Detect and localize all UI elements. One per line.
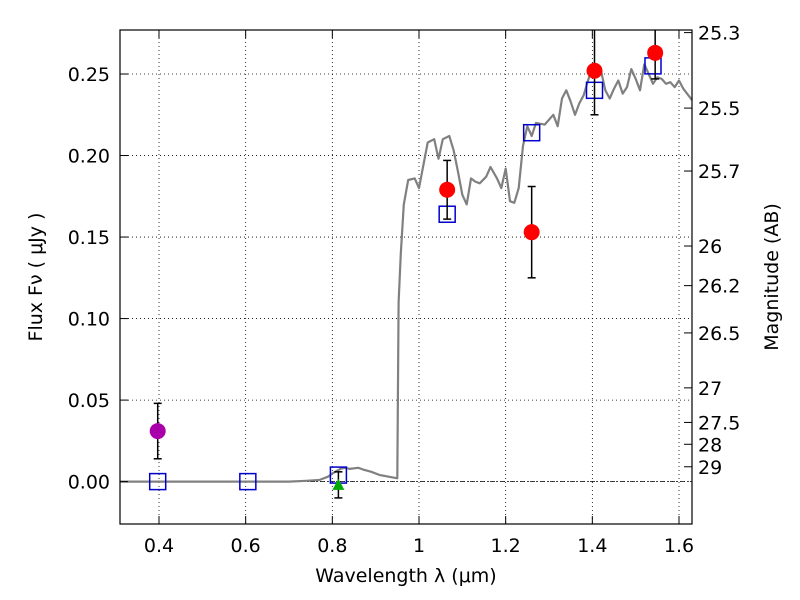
magnitude-tick-label: 26.5: [698, 323, 740, 345]
y-axis-ticks: 0.00 0.05 0.10 0.15 0.20 0.25: [68, 64, 128, 494]
x-axis-ticks: 0.4 0.6 0.8 1 1.2 1.4 1.6: [144, 30, 694, 557]
magnitude-tick-label: 26.2: [698, 276, 740, 298]
y-tick-label: 0.25: [68, 64, 110, 86]
spectrum-line: [120, 63, 693, 483]
model-photometry-square: [522, 123, 541, 142]
photometry-point: [647, 44, 664, 61]
photometry-point: [523, 224, 540, 241]
grid-lines: [120, 30, 692, 524]
model-photometry-square: [239, 472, 257, 491]
magnitude-tick-label: 28: [698, 434, 722, 456]
x-tick-label: 0.4: [144, 535, 174, 557]
magnitude-tick-label: 29: [698, 457, 722, 479]
x-axis-label: Wavelength λ (μm): [315, 565, 496, 587]
photometry-point: [149, 423, 166, 440]
magnitude-tick-label: 27: [698, 378, 722, 400]
upper-limit-triangle: [332, 478, 345, 490]
plot-frame: [119, 29, 693, 525]
y-tick-label: 0.20: [68, 146, 110, 168]
photometry-point: [586, 62, 603, 79]
x-tick-label: 1: [413, 535, 425, 557]
x-tick-label: 1.6: [664, 535, 694, 557]
photometry-point: [439, 181, 456, 198]
model-photometry-square: [148, 472, 167, 491]
y-tick-label: 0.05: [68, 390, 110, 412]
x-tick-label: 1.2: [491, 535, 521, 557]
x-tick-label: 1.4: [577, 535, 607, 557]
y-tick-label: 0.15: [68, 227, 110, 249]
x-tick-label: 0.6: [231, 535, 261, 557]
magnitude-tick-label: 25.7: [698, 161, 740, 183]
plot-data: [120, 30, 693, 499]
y-axis-label: Flux Fν ( μJy ): [25, 213, 47, 342]
magnitude-tick-label: 26: [698, 236, 722, 258]
x-tick-label: 0.8: [317, 535, 347, 557]
magnitude-tick-label: 25.5: [698, 98, 740, 120]
y-tick-label: 0.00: [68, 472, 110, 494]
y2-axis-label: Magnitude (AB): [761, 203, 783, 351]
magnitude-tick-label: 25.3: [698, 23, 740, 45]
magnitude-tick-label: 27.5: [698, 412, 740, 434]
y-tick-label: 0.10: [68, 309, 110, 331]
